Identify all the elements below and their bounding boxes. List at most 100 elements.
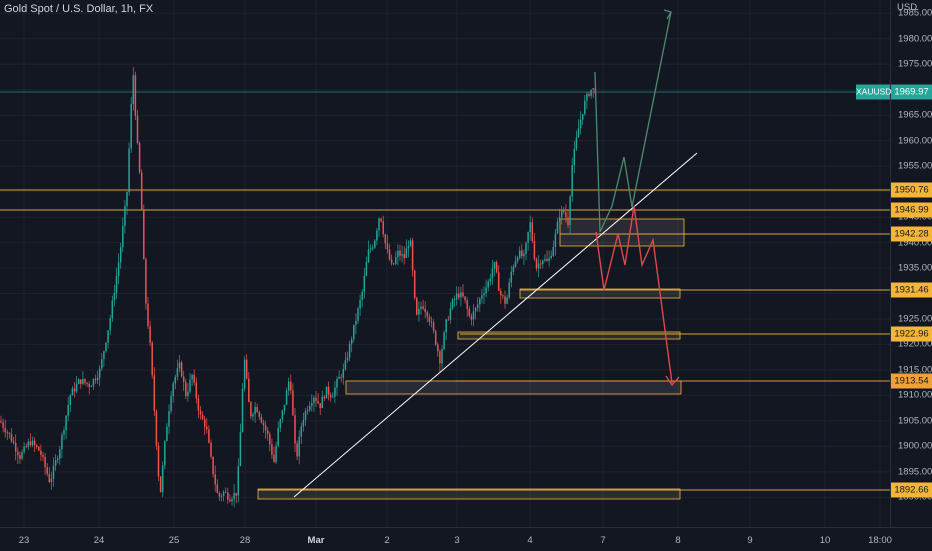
price-tick: 1960.00	[898, 135, 932, 147]
candle	[218, 491, 221, 501]
time-tick: 3	[454, 535, 460, 546]
candle	[237, 458, 240, 503]
candle	[409, 237, 412, 247]
candle	[476, 297, 479, 312]
candle	[287, 377, 290, 396]
candle	[273, 446, 275, 463]
price-level-label[interactable]: 1922.96	[891, 326, 932, 342]
candle	[325, 386, 328, 399]
candle	[550, 250, 552, 260]
candle	[521, 243, 523, 259]
candle	[483, 286, 485, 304]
candle	[579, 111, 582, 135]
candle	[69, 394, 72, 413]
candle	[38, 446, 40, 452]
current-price-label[interactable]: 1969.97	[891, 84, 932, 100]
candle	[134, 71, 137, 121]
candle	[369, 244, 372, 254]
candle	[269, 431, 271, 452]
candle	[382, 215, 384, 238]
currency-label[interactable]: USD	[897, 2, 918, 13]
price-level-label[interactable]: 1946.99	[891, 202, 932, 218]
candle	[115, 267, 118, 300]
candle	[386, 234, 389, 254]
bullish-projection-path[interactable]	[594, 11, 672, 233]
candle	[71, 386, 74, 396]
candle	[474, 306, 477, 320]
candle	[29, 433, 32, 448]
candle	[130, 96, 132, 153]
candle	[10, 427, 13, 443]
candle	[384, 233, 387, 249]
candle	[14, 434, 17, 461]
candle	[359, 294, 361, 316]
candle	[523, 249, 525, 266]
candlestick-series	[0, 67, 597, 508]
candle	[126, 191, 128, 215]
candle	[52, 457, 55, 487]
candle	[374, 239, 376, 250]
price-level-label[interactable]: 1931.46	[891, 282, 932, 298]
price-tick: 1925.00	[898, 313, 932, 325]
candle	[117, 253, 120, 285]
price-level-label[interactable]: 1892.66	[891, 482, 932, 498]
candle	[531, 217, 534, 244]
candle	[413, 269, 416, 300]
candle	[101, 353, 103, 371]
arrow-up-icon	[663, 9, 672, 20]
candle	[298, 430, 300, 465]
candle	[35, 443, 38, 449]
candle	[252, 411, 254, 421]
price-tick: 1975.00	[898, 58, 932, 70]
candle	[185, 378, 187, 400]
candle	[159, 476, 162, 493]
candle	[575, 130, 578, 152]
candle	[571, 157, 573, 202]
candle	[355, 313, 357, 334]
price-tick: 1910.00	[898, 389, 932, 401]
candle	[132, 67, 135, 111]
candle	[500, 288, 502, 304]
candle	[363, 268, 366, 299]
price-tick: 1985.00	[898, 7, 932, 19]
candle	[48, 467, 51, 484]
candle	[140, 169, 143, 210]
price-axis[interactable]: USD 1985.001980.001975.001970.001965.001…	[890, 0, 932, 550]
candle	[586, 91, 588, 110]
candle	[504, 290, 506, 309]
candle	[424, 301, 426, 319]
candle	[323, 395, 326, 402]
price-level-label[interactable]: 1950.76	[891, 182, 932, 198]
price-tick: 1915.00	[898, 364, 932, 376]
candle	[508, 277, 510, 300]
candle	[245, 354, 248, 380]
candle	[510, 265, 513, 288]
candle	[65, 414, 67, 440]
candle	[344, 351, 347, 372]
candle	[80, 379, 82, 389]
candle	[266, 427, 269, 441]
candle	[206, 418, 208, 434]
candle	[31, 436, 34, 448]
candle	[73, 382, 76, 398]
candle	[554, 229, 557, 256]
horizontal-levels	[0, 91, 890, 491]
price-tick: 1935.00	[898, 262, 932, 274]
time-axis[interactable]: 23 24 25 28 Mar 2 3 4 7 8 9 10 18:00	[0, 527, 932, 551]
candle	[313, 395, 315, 412]
candle	[327, 381, 330, 401]
candle	[367, 240, 370, 264]
candle	[208, 425, 210, 444]
candle	[283, 404, 286, 415]
candle	[151, 341, 153, 379]
candle	[0, 415, 2, 424]
candle	[195, 377, 198, 404]
candle	[250, 400, 252, 420]
candle	[584, 94, 586, 116]
candle	[529, 215, 531, 241]
price-level-label[interactable]: 1942.28	[891, 226, 932, 242]
bearish-projection-path[interactable]	[595, 205, 673, 384]
price-level-label[interactable]: 1913.54	[891, 373, 932, 389]
trendline[interactable]	[293, 152, 698, 498]
